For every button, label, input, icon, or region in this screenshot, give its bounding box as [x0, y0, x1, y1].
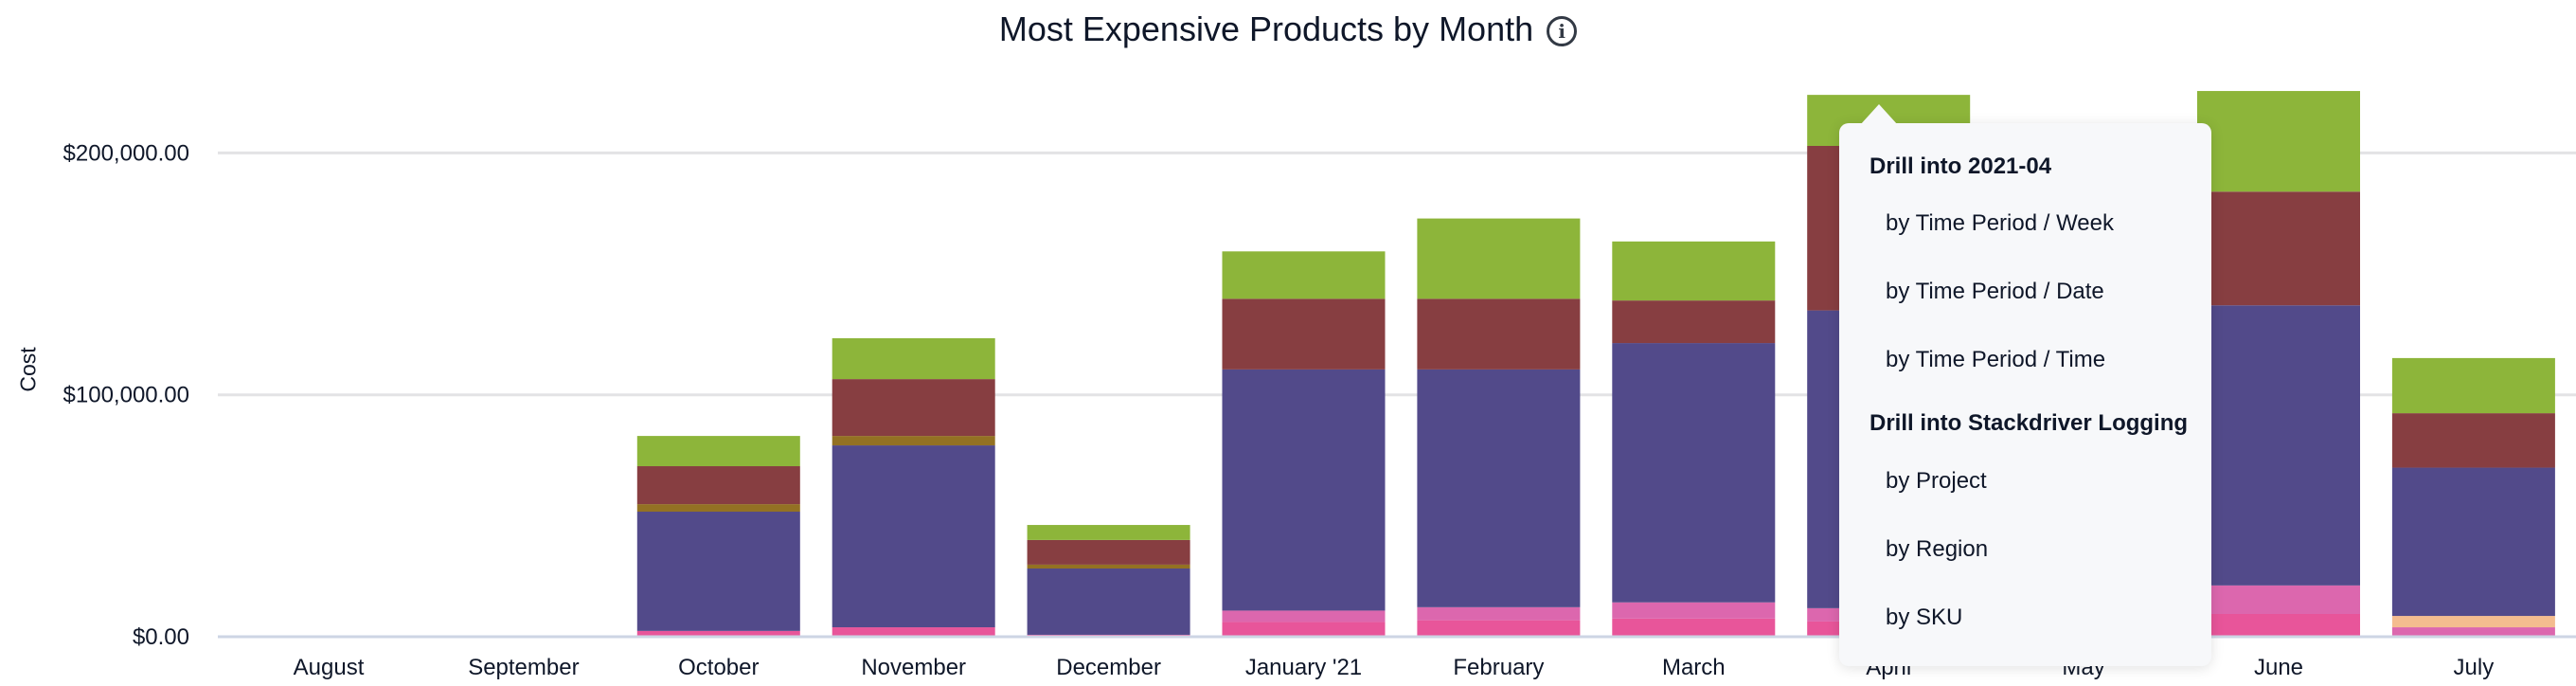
- bar-segment: [832, 379, 995, 437]
- bar-segment: [1417, 298, 1581, 370]
- chart-title: Most Expensive Products by Month i: [0, 6, 2576, 53]
- bar-segment: [1222, 251, 1386, 299]
- popup-arrow: [1860, 104, 1898, 125]
- x-tick-label: November: [861, 655, 966, 680]
- x-tick-label: January '21: [1245, 655, 1362, 680]
- drill-menu: Drill into 2021-04 by Time Period / Week…: [1839, 104, 2211, 666]
- x-tick-label: December: [1056, 655, 1161, 680]
- bar-segment: [2197, 614, 2360, 637]
- bar-january-21[interactable]: [1222, 251, 1386, 637]
- bar-segment: [832, 627, 995, 637]
- bar-segment: [1027, 539, 1190, 565]
- bar-december[interactable]: [1027, 525, 1190, 637]
- bar-july[interactable]: [2391, 357, 2555, 637]
- bar-segment: [2197, 305, 2360, 586]
- bar-segment: [1222, 622, 1386, 637]
- x-tick-label: September: [468, 655, 579, 680]
- x-tick-label: July: [2454, 655, 2495, 680]
- bar-segment: [1027, 564, 1190, 569]
- bar-segment: [1612, 241, 1776, 301]
- x-tick-label: February: [1453, 655, 1544, 680]
- bar-segment: [1417, 218, 1581, 299]
- bar-segment: [636, 630, 800, 637]
- bar-segment: [636, 512, 800, 631]
- bar-segment: [1417, 620, 1581, 637]
- bar-segment: [1222, 298, 1386, 370]
- y-tick-label: $0.00: [133, 624, 189, 650]
- menu-item-week[interactable]: by Time Period / Week: [1886, 210, 2114, 236]
- bar-segment: [832, 436, 995, 446]
- bar-segment: [636, 466, 800, 505]
- bar-segment: [636, 436, 800, 467]
- bar-segment: [2391, 413, 2555, 468]
- menu-item-date[interactable]: by Time Period / Date: [1886, 279, 2104, 304]
- bar-segment: [2197, 585, 2360, 615]
- bar-segment: [832, 445, 995, 628]
- bar-march[interactable]: [1612, 241, 1776, 637]
- bar-segment: [2391, 616, 2555, 628]
- menu-item-time[interactable]: by Time Period / Time: [1886, 347, 2106, 372]
- bar-segment: [1222, 369, 1386, 611]
- bar-segment: [832, 337, 995, 380]
- drill-header-period: Drill into 2021-04: [1869, 153, 2052, 179]
- menu-item-sku[interactable]: by SKU: [1886, 605, 1963, 630]
- y-tick-label: $100,000.00: [63, 383, 189, 408]
- bar-segment: [636, 504, 800, 513]
- bar-segment: [1027, 569, 1190, 635]
- chart-title-text: Most Expensive Products by Month: [998, 9, 1534, 48]
- info-icon[interactable]: i: [1547, 16, 1578, 47]
- x-tick-label: August: [294, 655, 365, 680]
- bar-segment: [2391, 467, 2555, 617]
- bar-segment: [1417, 606, 1581, 621]
- bar-segment: [1417, 369, 1581, 607]
- menu-item-project[interactable]: by Project: [1886, 468, 1987, 494]
- bar-february[interactable]: [1417, 218, 1581, 637]
- bar-november[interactable]: [832, 337, 995, 637]
- bar-segment: [1027, 525, 1190, 540]
- bar-segment: [1612, 343, 1776, 603]
- bar-segment: [1612, 602, 1776, 619]
- bar-segment: [1612, 618, 1776, 637]
- bar-october[interactable]: [636, 436, 800, 637]
- menu-item-region[interactable]: by Region: [1886, 536, 1989, 562]
- bar-segment: [2391, 627, 2555, 637]
- drill-header-logging: Drill into Stackdriver Logging: [1869, 410, 2189, 436]
- y-tick-label: $200,000.00: [63, 140, 189, 166]
- bar-segment: [1612, 300, 1776, 344]
- bar-segment: [2197, 91, 2360, 192]
- x-tick-label: June: [2254, 655, 2303, 680]
- bar-segment: [1222, 610, 1386, 623]
- bar-segment: [2391, 357, 2555, 414]
- x-tick-label: March: [1662, 655, 1726, 680]
- x-tick-label: October: [678, 655, 759, 680]
- bar-june[interactable]: [2197, 91, 2360, 637]
- bar-segment: [2197, 191, 2360, 306]
